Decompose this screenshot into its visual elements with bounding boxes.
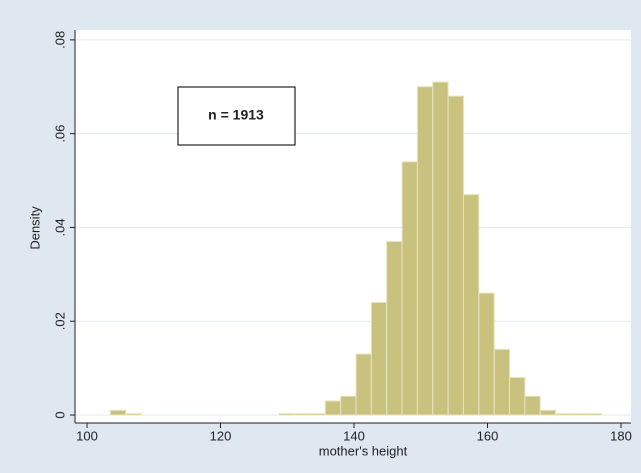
y-tick-label: .06 [52,125,67,143]
bar [432,81,449,416]
y-tick-label: 0 [52,411,67,418]
y-tick-label: .02 [52,312,67,330]
bar [478,292,495,416]
bar [324,400,342,416]
bar [509,377,526,416]
x-tick-label: 100 [76,428,98,443]
x-tick-label: 140 [343,428,365,443]
bar [355,353,372,416]
annotation: n = 1913 [208,107,264,123]
bar [462,194,480,416]
bar [524,395,541,416]
bar [493,348,511,416]
y-tick-label: .08 [52,31,67,49]
bar [447,95,464,416]
bar [539,409,557,416]
y-tick-label: .04 [52,218,67,236]
bar [294,413,311,416]
x-tick-label: 160 [477,428,499,443]
bar [340,395,357,416]
annotation-box [177,86,296,146]
bar [401,161,418,416]
bar [125,413,142,416]
bar [370,301,388,416]
bar [309,413,326,416]
plot-area [75,30,631,423]
x-tick-label: 120 [210,428,232,443]
bar [585,413,603,416]
bar [109,409,127,416]
bar [386,241,403,416]
bar [278,413,296,416]
x-axis-label: mother's height [319,443,408,458]
bar [570,413,587,416]
x-tick-label: 180 [610,428,632,443]
bar [416,86,434,416]
bar [555,413,572,416]
y-axis-label: Density [27,206,42,250]
